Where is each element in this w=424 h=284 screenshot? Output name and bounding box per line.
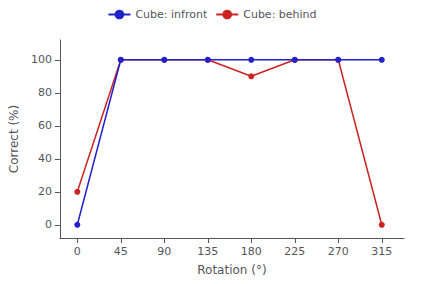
svg-text:Rotation (°): Rotation (°) (197, 263, 266, 277)
svg-text:80: 80 (38, 86, 52, 99)
svg-text:90: 90 (157, 245, 171, 258)
svg-text:135: 135 (197, 245, 218, 258)
svg-text:Correct (%): Correct (%) (7, 105, 21, 173)
svg-text:225: 225 (284, 245, 305, 258)
svg-text:Cube: behind: Cube: behind (243, 8, 316, 21)
svg-text:270: 270 (328, 245, 349, 258)
svg-text:60: 60 (38, 119, 52, 132)
svg-text:100: 100 (31, 53, 52, 66)
svg-text:20: 20 (38, 185, 52, 198)
svg-text:180: 180 (241, 245, 262, 258)
svg-text:40: 40 (38, 152, 52, 165)
svg-text:315: 315 (371, 245, 392, 258)
svg-text:45: 45 (114, 245, 128, 258)
svg-text:0: 0 (74, 245, 81, 258)
svg-text:Cube: infront: Cube: infront (135, 8, 207, 21)
svg-text:0: 0 (45, 218, 52, 231)
